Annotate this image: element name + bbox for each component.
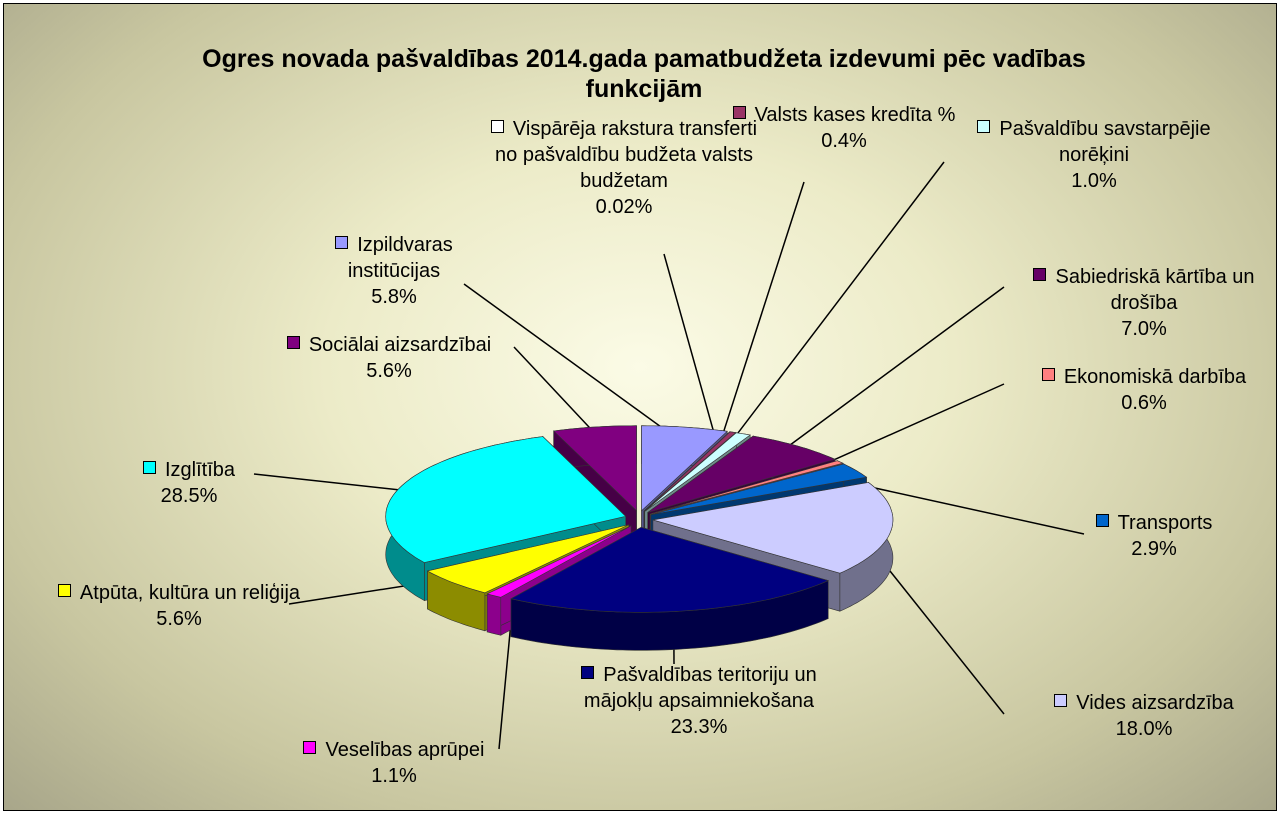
data-label: Transports 2.9% [1074,510,1234,562]
data-label: Vides aizsardzība 18.0% [1009,690,1277,742]
legend-key [733,106,746,119]
value-label: 0.4% [821,130,867,152]
data-label: Valsts kases kredīta % 0.4% [704,102,984,154]
legend-key [1033,268,1046,281]
data-label: Ekonomiskā darbība 0.6% [999,364,1277,416]
value-label: 5.6% [156,608,202,630]
leader-line [720,182,804,444]
value-label: 28.5% [161,485,218,507]
legend-key [1042,368,1055,381]
category-label: Pašvaldības teritoriju un mājokļu apsaim… [584,664,817,712]
chart: Ogres novada pašvaldības 2014.gada pamat… [3,3,1277,811]
legend-key [335,236,348,249]
value-label: 18.0% [1116,718,1173,740]
data-label: Veselības aprūpei 1.1% [254,737,534,789]
legend-key [143,461,156,474]
value-label: 5.6% [366,360,412,382]
value-label: 5.8% [371,286,417,308]
legend-key [977,120,990,133]
data-label: Atpūta, kultūra un reliģija 5.6% [44,580,314,632]
data-label: Pašvaldības teritoriju un mājokļu apsaim… [549,662,849,740]
value-label: 2.9% [1131,538,1177,560]
data-label: Izpildvaras institūcijas 5.8% [289,232,499,310]
value-label: 23.3% [671,716,728,738]
category-label: Veselības aprūpei [325,739,484,761]
value-label: 1.0% [1071,170,1117,192]
chart-title: Ogres novada pašvaldības 2014.gada pamat… [144,44,1144,104]
category-label: Transports [1118,512,1213,534]
category-label: Valsts kases kredīta % [755,104,956,126]
category-label: Sociālai aizsardzībai [309,334,491,356]
legend-key [581,666,594,679]
legend-key [303,741,316,754]
category-label: Sabiedriskā kārtība un drošība [1055,266,1254,314]
data-label: Pašvaldību savstarpējie norēķini 1.0% [964,116,1224,194]
legend-key [58,584,71,597]
leader-line [664,254,717,444]
value-label: 0.6% [1121,392,1167,414]
legend-key [287,336,300,349]
category-label: Izpildvaras institūcijas [348,234,453,282]
category-label: Pašvaldību savstarpējie norēķini [999,118,1210,166]
value-label: 0.02% [596,196,653,218]
category-label: Izglītība [165,459,235,481]
legend-key [491,120,504,133]
legend-key [1054,694,1067,707]
data-label: Sabiedriskā kārtība un drošība 7.0% [1014,264,1274,342]
data-label: Sociālai aizsardzībai 5.6% [239,332,539,384]
value-label: 7.0% [1121,318,1167,340]
category-label: Vides aizsardzība [1076,692,1234,714]
value-label: 1.1% [371,765,417,787]
leader-line [775,287,1004,456]
slice-wall [487,594,501,635]
leader-line [812,384,1004,470]
category-label: Atpūta, kultūra un reliģija [80,582,300,604]
legend-key [1096,514,1109,527]
data-label: Izglītība 28.5% [114,457,264,509]
category-label: Ekonomiskā darbība [1064,366,1246,388]
